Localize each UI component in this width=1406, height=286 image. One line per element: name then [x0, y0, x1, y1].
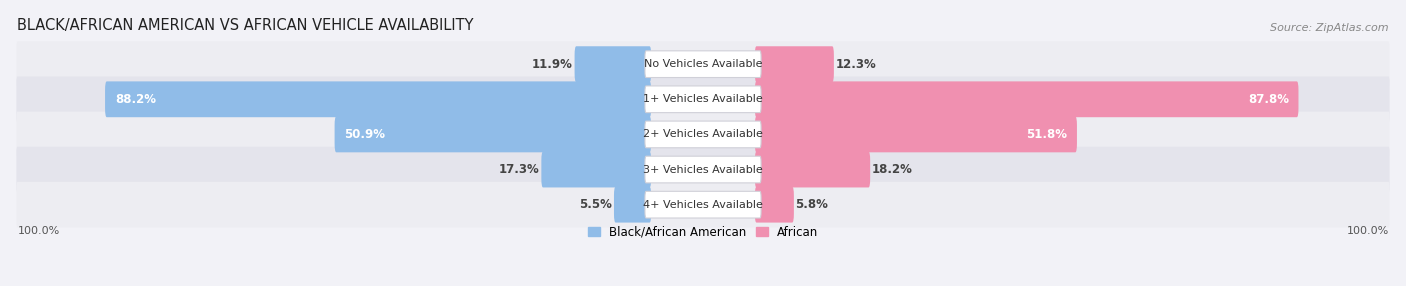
Text: 4+ Vehicles Available: 4+ Vehicles Available — [643, 200, 763, 210]
Text: Source: ZipAtlas.com: Source: ZipAtlas.com — [1270, 23, 1389, 33]
FancyBboxPatch shape — [614, 187, 651, 223]
Text: 100.0%: 100.0% — [17, 226, 59, 236]
FancyBboxPatch shape — [17, 41, 1389, 87]
FancyBboxPatch shape — [335, 116, 651, 152]
FancyBboxPatch shape — [645, 121, 761, 148]
Text: 88.2%: 88.2% — [115, 93, 156, 106]
Text: BLACK/AFRICAN AMERICAN VS AFRICAN VEHICLE AVAILABILITY: BLACK/AFRICAN AMERICAN VS AFRICAN VEHICL… — [17, 17, 474, 33]
FancyBboxPatch shape — [755, 116, 1077, 152]
Text: 5.8%: 5.8% — [796, 198, 828, 211]
FancyBboxPatch shape — [17, 112, 1389, 157]
FancyBboxPatch shape — [645, 156, 761, 183]
FancyBboxPatch shape — [755, 82, 1299, 117]
Text: No Vehicles Available: No Vehicles Available — [644, 59, 762, 69]
Text: 1+ Vehicles Available: 1+ Vehicles Available — [643, 94, 763, 104]
Text: 18.2%: 18.2% — [872, 163, 912, 176]
FancyBboxPatch shape — [755, 152, 870, 187]
FancyBboxPatch shape — [645, 191, 761, 218]
FancyBboxPatch shape — [17, 147, 1389, 192]
Text: 51.8%: 51.8% — [1026, 128, 1067, 141]
Legend: Black/African American, African: Black/African American, African — [588, 226, 818, 239]
FancyBboxPatch shape — [755, 187, 794, 223]
Text: 100.0%: 100.0% — [1347, 226, 1389, 236]
FancyBboxPatch shape — [17, 182, 1389, 227]
FancyBboxPatch shape — [755, 46, 834, 82]
Text: 2+ Vehicles Available: 2+ Vehicles Available — [643, 130, 763, 139]
FancyBboxPatch shape — [541, 152, 651, 187]
Text: 50.9%: 50.9% — [344, 128, 385, 141]
Text: 11.9%: 11.9% — [531, 58, 572, 71]
FancyBboxPatch shape — [105, 82, 651, 117]
FancyBboxPatch shape — [17, 76, 1389, 122]
Text: 17.3%: 17.3% — [499, 163, 540, 176]
Text: 3+ Vehicles Available: 3+ Vehicles Available — [643, 164, 763, 174]
Text: 87.8%: 87.8% — [1247, 93, 1289, 106]
FancyBboxPatch shape — [645, 51, 761, 78]
Text: 5.5%: 5.5% — [579, 198, 612, 211]
FancyBboxPatch shape — [575, 46, 651, 82]
Text: 12.3%: 12.3% — [835, 58, 876, 71]
FancyBboxPatch shape — [645, 86, 761, 113]
